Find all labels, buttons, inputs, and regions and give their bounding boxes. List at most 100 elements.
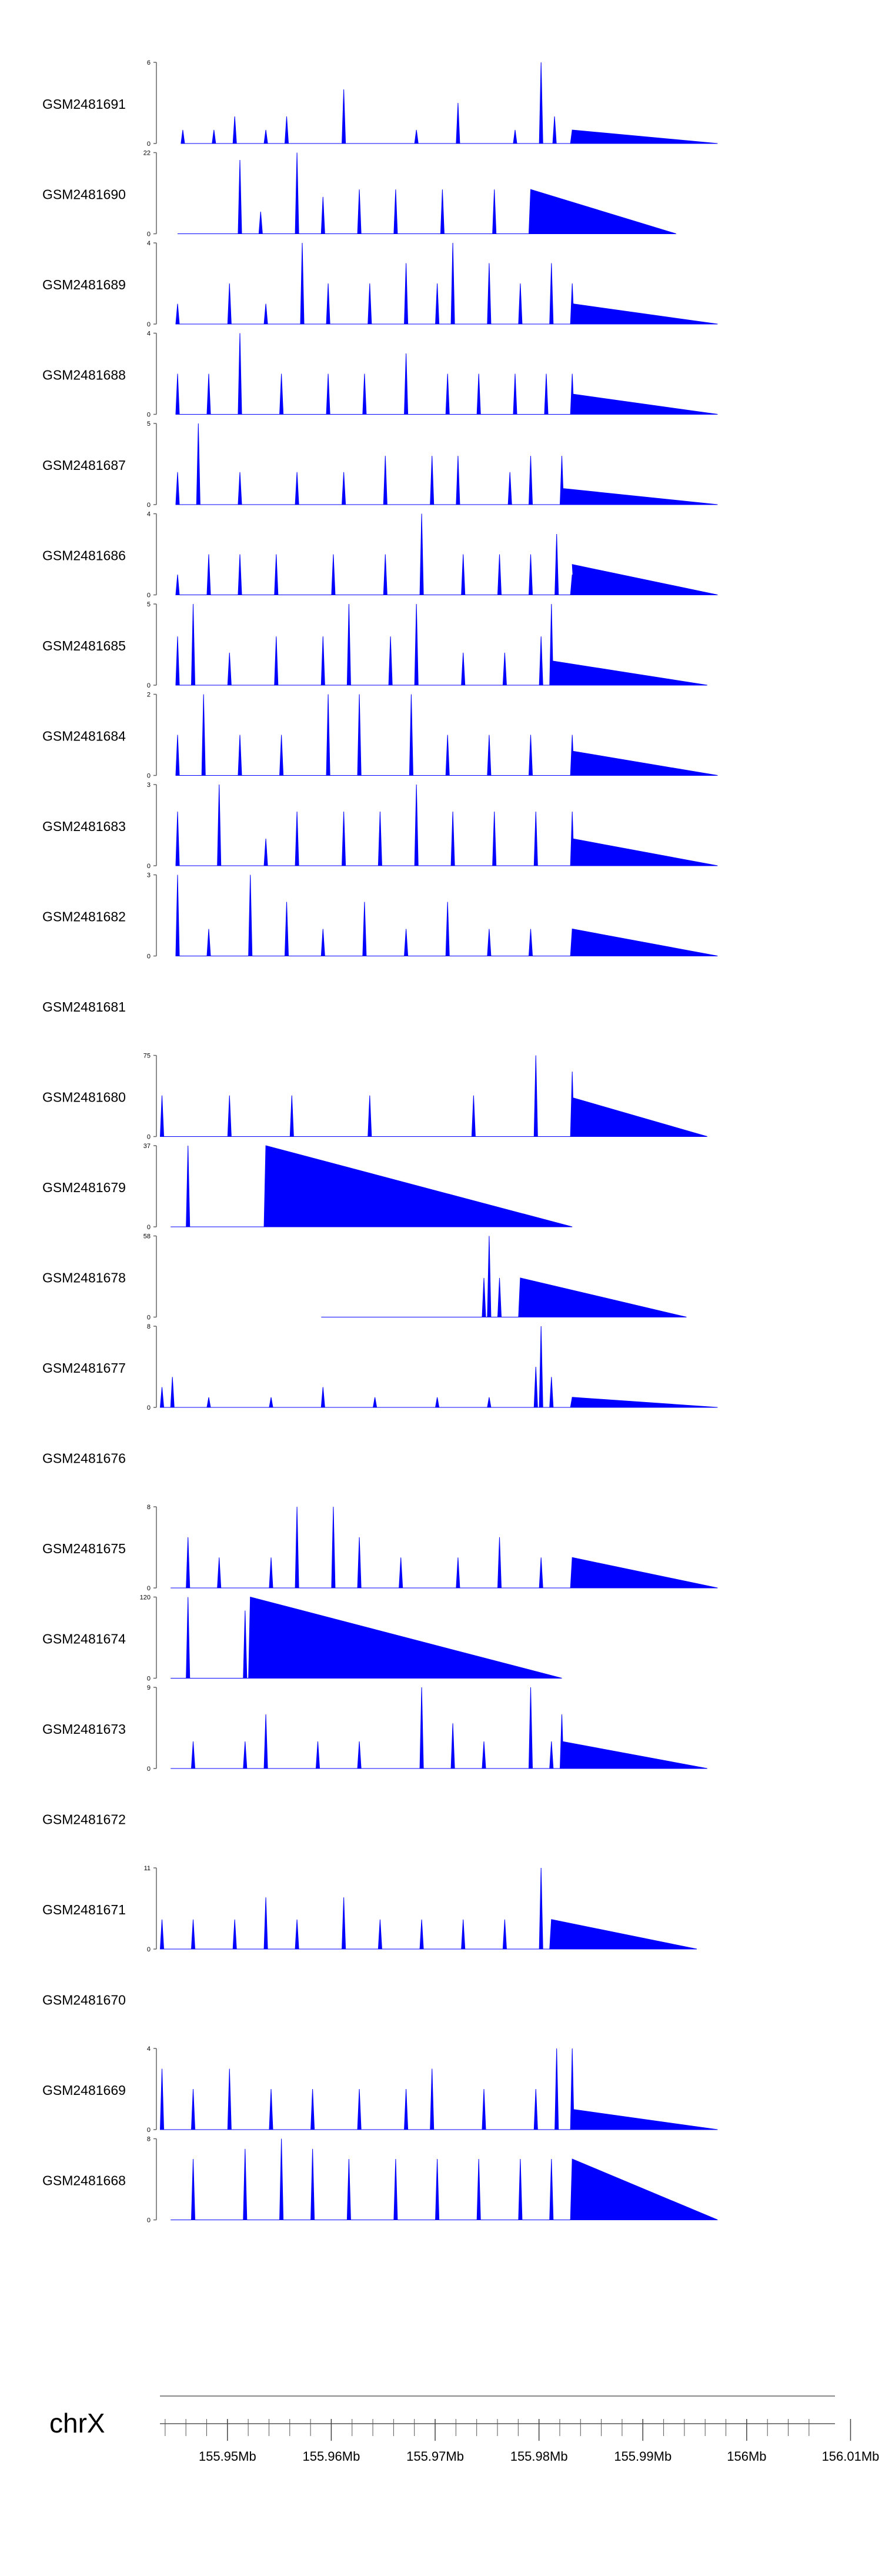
track-GSM2481688: GSM2481688 4 0 <box>42 331 718 419</box>
track-label: GSM2481682 <box>42 909 126 925</box>
coverage-area <box>175 242 718 325</box>
track-label: GSM2481676 <box>42 1451 126 1466</box>
coverage-area <box>171 1687 707 1769</box>
track-label: GSM2481672 <box>42 1812 126 1827</box>
y-tick-label-max: 8 <box>147 2136 151 2143</box>
coverage-area <box>175 694 718 776</box>
coverage-area <box>181 62 718 144</box>
y-tick-label-max: 11 <box>144 1865 151 1872</box>
y-tick-label-max: 8 <box>147 1323 151 1330</box>
track-label: GSM2481677 <box>42 1360 126 1376</box>
y-tick-label-zero: 0 <box>147 321 151 328</box>
coverage-area <box>159 1326 718 1408</box>
track-GSM2481687: GSM2481687 5 0 <box>42 421 718 509</box>
y-tick-label-max: 4 <box>147 331 151 338</box>
coverage-area <box>175 603 707 686</box>
y-tick-label-max: 2 <box>147 692 151 699</box>
track-GSM2481674: GSM2481674 120 0 <box>42 1594 562 1683</box>
track-GSM2481675: GSM2481675 8 0 <box>42 1504 718 1592</box>
track-GSM2481681: GSM2481681 <box>42 999 126 1015</box>
track-GSM2481682: GSM2481682 3 0 <box>42 872 718 960</box>
y-tick-label-max: 3 <box>147 782 151 789</box>
coverage-area <box>321 1236 687 1317</box>
track-label: GSM2481681 <box>42 999 126 1015</box>
y-tick-label-zero: 0 <box>147 953 151 960</box>
x-ticks: 155.95Mb 155.96Mb 155.97Mb 155.98Mb 155.99Mb… <box>165 2419 880 2464</box>
coverage-area <box>175 513 718 595</box>
coverage-area <box>175 333 718 415</box>
y-tick-label-zero: 0 <box>147 1585 151 1592</box>
x-tick-label: 156Mb <box>727 2449 766 2464</box>
coverage-area <box>175 875 718 956</box>
y-tick-label-zero: 0 <box>147 863 151 870</box>
x-tick-label: 155.97Mb <box>406 2449 464 2464</box>
track-label: GSM2481668 <box>42 2173 126 2188</box>
y-tick-label-zero: 0 <box>147 412 151 419</box>
track-GSM2481669: GSM2481669 4 0 <box>42 2046 718 2134</box>
y-tick-label-zero: 0 <box>147 2217 151 2224</box>
y-tick-label-max: 5 <box>147 601 151 608</box>
track-GSM2481673: GSM2481673 9 0 <box>42 1684 707 1773</box>
y-tick-label-zero: 0 <box>147 1766 151 1773</box>
coverage-area <box>175 423 718 505</box>
track-label: GSM2481670 <box>42 1993 126 2008</box>
coverage-area <box>171 1596 562 1679</box>
track-GSM2481686: GSM2481686 4 0 <box>42 511 718 599</box>
x-tick-label: 155.96Mb <box>302 2449 360 2464</box>
track-label: GSM2481673 <box>42 1721 126 1737</box>
track-GSM2481691: GSM2481691 6 0 <box>42 59 718 148</box>
y-tick-label-zero: 0 <box>147 1676 151 1683</box>
y-tick-label-zero: 0 <box>147 1946 151 1953</box>
coverage-area <box>159 1055 707 1137</box>
x-tick-label: 155.99Mb <box>614 2449 671 2464</box>
y-tick-label-zero: 0 <box>147 502 151 509</box>
y-tick-label-max: 4 <box>147 240 151 247</box>
y-tick-label-zero: 0 <box>147 231 151 238</box>
y-tick-label-max: 6 <box>147 59 151 66</box>
y-tick-label-max: 120 <box>140 1594 151 1601</box>
y-tick-label-zero: 0 <box>147 682 151 689</box>
track-label: GSM2481679 <box>42 1180 126 1195</box>
coverage-area <box>159 1867 697 1950</box>
track-GSM2481671: GSM2481671 11 0 <box>42 1865 697 1953</box>
track-label: GSM2481683 <box>42 819 126 834</box>
y-tick-label-max: 5 <box>147 421 151 428</box>
track-label: GSM2481686 <box>42 548 126 563</box>
track-GSM2481678: GSM2481678 58 0 <box>42 1233 687 1322</box>
track-GSM2481690: GSM2481690 22 0 <box>42 150 676 238</box>
y-tick-label-max: 4 <box>147 2046 151 2053</box>
track-GSM2481689: GSM2481689 4 0 <box>42 240 718 328</box>
track-label: GSM2481669 <box>42 2083 126 2098</box>
track-label: GSM2481685 <box>42 638 126 653</box>
y-tick-label-max: 22 <box>143 150 151 157</box>
coverage-area <box>171 1145 573 1227</box>
track-GSM2481683: GSM2481683 3 0 <box>42 782 718 870</box>
y-tick-label-zero: 0 <box>147 141 151 148</box>
track-GSM2481679: GSM2481679 37 0 <box>42 1143 573 1231</box>
y-tick-label-max: 8 <box>147 1504 151 1511</box>
y-tick-label-zero: 0 <box>147 1224 151 1231</box>
y-tick-label-max: 58 <box>143 1233 151 1240</box>
y-tick-label-max: 37 <box>143 1143 151 1150</box>
y-tick-label-zero: 0 <box>147 1134 151 1141</box>
track-GSM2481684: GSM2481684 2 0 <box>42 692 718 780</box>
track-GSM2481677: GSM2481677 8 0 <box>42 1323 718 1412</box>
track-label: GSM2481691 <box>42 96 126 112</box>
x-tick-label: 155.95Mb <box>199 2449 256 2464</box>
coverage-area <box>171 1506 718 1589</box>
track-label: GSM2481674 <box>42 1631 126 1647</box>
x-tick-label: 156.01Mb <box>822 2449 880 2464</box>
track-label: GSM2481678 <box>42 1270 126 1286</box>
y-tick-label-max: 9 <box>147 1684 151 1691</box>
track-GSM2481676: GSM2481676 <box>42 1451 126 1466</box>
track-label: GSM2481680 <box>42 1090 126 1105</box>
track-label: GSM2481689 <box>42 277 126 292</box>
y-tick-label-max: 3 <box>147 872 151 879</box>
chromosome-label: chrX <box>49 2408 105 2438</box>
track-label: GSM2481675 <box>42 1541 126 1556</box>
track-GSM2481668: GSM2481668 8 0 <box>42 2136 718 2224</box>
track-label: GSM2481688 <box>42 368 126 383</box>
track-label: GSM2481690 <box>42 187 126 202</box>
track-GSM2481670: GSM2481670 <box>42 1993 126 2008</box>
